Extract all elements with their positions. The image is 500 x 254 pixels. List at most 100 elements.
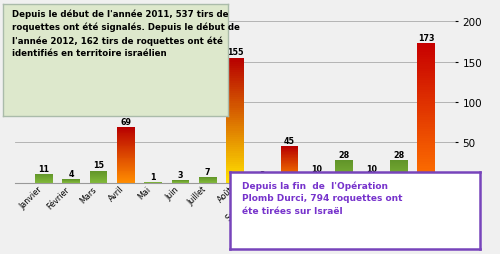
Bar <box>418 106 435 109</box>
Bar <box>280 165 298 166</box>
Bar <box>390 177 407 178</box>
Bar <box>280 170 298 171</box>
Text: 10: 10 <box>366 165 377 174</box>
Bar <box>226 102 244 104</box>
Bar <box>117 156 134 157</box>
Bar <box>418 83 435 86</box>
Bar <box>418 167 435 169</box>
Bar <box>226 110 244 112</box>
Bar <box>418 79 435 81</box>
Bar <box>226 73 244 75</box>
Bar <box>390 175 407 176</box>
Bar <box>280 179 298 180</box>
Bar <box>418 181 435 183</box>
Bar <box>390 161 407 162</box>
Bar <box>226 168 244 170</box>
Bar <box>418 51 435 53</box>
Bar <box>280 159 298 160</box>
Bar <box>390 179 407 180</box>
Bar <box>280 180 298 181</box>
Bar <box>418 120 435 123</box>
Bar <box>336 173 353 174</box>
Bar <box>117 162 134 163</box>
Bar <box>336 166 353 167</box>
Bar <box>418 118 435 120</box>
Bar <box>418 132 435 134</box>
Bar <box>117 150 134 151</box>
Bar <box>336 164 353 165</box>
Text: Depuis le début de l'année 2011, 537 tirs de
roquettes ont été signalés. Depuis : Depuis le début de l'année 2011, 537 tir… <box>12 10 239 58</box>
Bar <box>336 163 353 164</box>
Bar <box>226 141 244 144</box>
Text: 69: 69 <box>120 117 132 126</box>
Bar <box>280 173 298 174</box>
Text: 7: 7 <box>205 167 210 176</box>
Bar <box>390 182 407 183</box>
Bar <box>418 44 435 46</box>
Bar <box>418 171 435 174</box>
Bar <box>336 167 353 168</box>
Bar <box>418 88 435 90</box>
Bar <box>117 155 134 156</box>
Bar <box>117 145 134 146</box>
Bar <box>418 160 435 162</box>
Bar <box>117 142 134 143</box>
Bar <box>226 144 244 146</box>
Bar <box>226 65 244 67</box>
Bar <box>418 148 435 150</box>
Bar <box>418 113 435 116</box>
Bar <box>418 55 435 58</box>
Bar <box>336 169 353 170</box>
Bar <box>418 69 435 72</box>
Bar <box>280 164 298 165</box>
Bar <box>418 97 435 100</box>
Bar <box>117 171 134 172</box>
Bar <box>226 96 244 98</box>
Bar <box>117 177 134 178</box>
Bar <box>226 146 244 148</box>
Bar <box>226 139 244 141</box>
Bar <box>226 112 244 114</box>
Bar <box>418 46 435 49</box>
Bar <box>226 75 244 77</box>
Bar <box>117 178 134 179</box>
Bar <box>117 143 134 144</box>
Bar <box>418 157 435 160</box>
Bar <box>280 161 298 162</box>
Bar <box>390 160 407 161</box>
Bar <box>418 137 435 139</box>
Bar <box>117 146 134 147</box>
Bar <box>117 151 134 152</box>
Text: 3: 3 <box>260 170 265 179</box>
Bar <box>280 151 298 152</box>
Bar <box>280 167 298 168</box>
Bar <box>226 164 244 166</box>
Bar <box>336 175 353 176</box>
Bar <box>390 172 407 173</box>
Bar <box>117 144 134 145</box>
Text: 4: 4 <box>68 169 74 179</box>
Bar <box>418 49 435 51</box>
Bar <box>117 160 134 161</box>
Bar <box>280 152 298 153</box>
Text: Depuis la fin  de  l'Opération
Plomb Durci, 794 roquettes ont
éte tirées sur Isr: Depuis la fin de l'Opération Plomb Durci… <box>242 180 403 215</box>
Bar <box>418 60 435 62</box>
Bar <box>418 90 435 92</box>
Bar <box>390 178 407 179</box>
Bar <box>280 172 298 173</box>
Bar <box>226 85 244 87</box>
Bar <box>418 162 435 164</box>
Bar <box>280 177 298 178</box>
Bar <box>390 165 407 166</box>
Text: 11: 11 <box>38 164 50 173</box>
Bar <box>226 166 244 168</box>
Bar <box>390 167 407 168</box>
Bar <box>226 89 244 91</box>
Bar <box>418 76 435 79</box>
Bar <box>336 160 353 161</box>
Bar <box>418 67 435 69</box>
Bar <box>117 140 134 141</box>
Bar <box>226 108 244 110</box>
Bar <box>226 58 244 60</box>
Bar <box>226 125 244 127</box>
